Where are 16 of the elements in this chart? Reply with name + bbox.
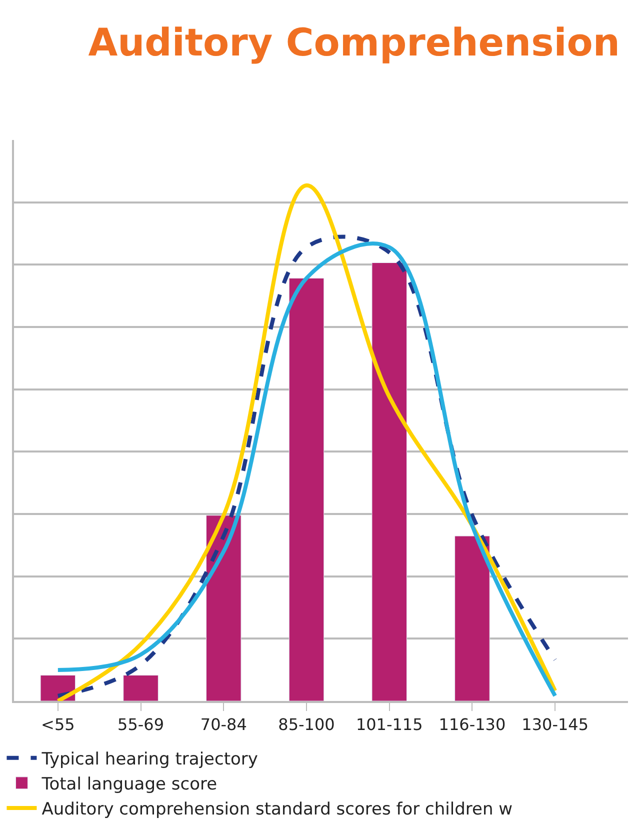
bar: [454, 536, 490, 701]
legend-label: Total language score: [40, 774, 218, 795]
bar: [372, 262, 408, 701]
chart-title: Auditory Comprehension: [88, 20, 620, 65]
x-tick-label: 130-145: [522, 715, 589, 734]
x-tick-label: <55: [41, 715, 75, 734]
bar: [123, 674, 158, 701]
bar: [288, 278, 324, 701]
x-tick-label: 85-100: [278, 715, 335, 734]
bar: [206, 515, 242, 701]
x-tick-label: 116-130: [438, 715, 506, 734]
x-tick-label: 55-69: [118, 715, 164, 734]
legend-label: Typical hearing trajectory: [40, 749, 258, 770]
x-tick-label: 101-115: [356, 715, 423, 734]
legend-label: Auditory comprehension standard scores for children w: [42, 800, 513, 820]
x-tick-label: 70-84: [200, 715, 247, 734]
